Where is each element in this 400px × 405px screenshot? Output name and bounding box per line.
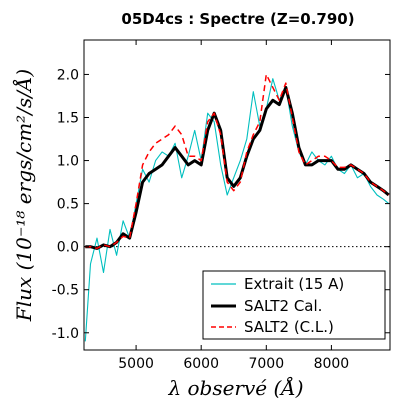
chart-title: 05D4cs : Spectre (Z=0.790) [121,10,354,28]
y-tick-label: 1.5 [57,111,79,127]
legend-label-extrait: Extrait (15 A) [244,275,344,293]
series-lines [84,73,390,342]
x-tick-label: 5000 [118,356,154,372]
legend: Extrait (15 A) SALT2 Cal. SALT2 (C.L.) [202,270,386,340]
y-tick-label: -1.0 [52,326,79,342]
y-axis-label: Flux (10⁻¹⁸ ergs/cm²/s/Å) [11,69,36,322]
legend-label-salt2-cal: SALT2 Cal. [244,297,322,315]
plot-frame [83,39,391,351]
x-tick-label: 8000 [314,356,350,372]
y-tick-label: 2.0 [57,67,79,83]
y-tick-label: 1.0 [57,154,79,170]
y-tick-label: 0.5 [57,197,79,213]
series-line-salt2-cal [85,85,390,250]
y-tick-label: -0.5 [52,283,79,299]
x-axis-label: λ observé (Å) [167,375,303,400]
y-tick-label: 0.0 [57,240,79,256]
axis-ticks: 5000 6000 7000 8000 -1.0 -0.5 0.0 0.5 1.0 1.5 2.0 [52,40,390,372]
legend-label-salt2-cl: SALT2 (C.L.) [244,318,334,336]
x-tick-label: 6000 [183,356,219,372]
x-tick-label: 7000 [248,356,284,372]
